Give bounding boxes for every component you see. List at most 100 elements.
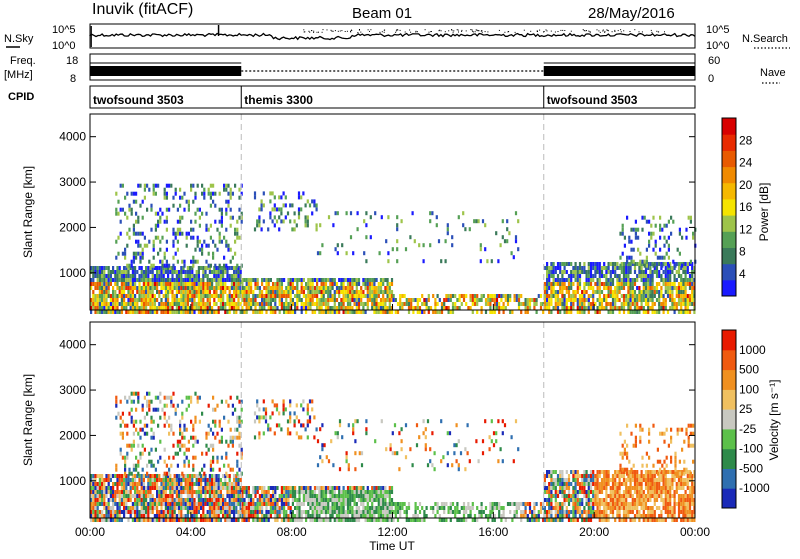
velocity-cell xyxy=(209,510,211,514)
velocity-cell xyxy=(145,510,147,514)
velocity-cell xyxy=(599,498,601,502)
velocity-cell xyxy=(608,494,610,498)
power-cell xyxy=(280,211,282,215)
power-cell xyxy=(105,278,107,282)
power-cell xyxy=(132,274,134,278)
velocity-cell xyxy=(561,482,563,486)
velocity-cell xyxy=(564,510,566,514)
power-cell xyxy=(190,260,192,264)
power-cell xyxy=(248,278,250,282)
velocity-cell xyxy=(638,514,640,518)
velocity-cell xyxy=(349,498,351,502)
power-cell xyxy=(395,310,397,314)
power-cell xyxy=(321,298,323,302)
nsearch-point xyxy=(590,32,591,33)
velocity-cell xyxy=(226,518,228,522)
velocity-cell xyxy=(583,490,585,494)
velocity-cell xyxy=(301,514,303,518)
velocity-cell xyxy=(544,518,546,522)
power-cell xyxy=(622,228,624,232)
power-cell xyxy=(548,282,550,286)
velocity-cell xyxy=(132,478,134,482)
nsearch-point xyxy=(603,30,604,31)
velocity-cell xyxy=(599,502,601,506)
velocity-cell xyxy=(623,498,625,502)
power-cell xyxy=(103,290,105,294)
power-cell xyxy=(279,290,281,294)
power-cell xyxy=(285,298,287,302)
cpid-segment-label: twofsound 3503 xyxy=(547,93,638,107)
velocity-cell xyxy=(592,470,594,474)
velocity-cell xyxy=(550,498,552,502)
nsearch-tick-top: 10^5 xyxy=(706,24,730,36)
power-cell xyxy=(514,294,516,298)
velocity-cell xyxy=(174,474,176,478)
power-cell xyxy=(354,302,356,306)
power-cell xyxy=(268,278,270,282)
power-cell xyxy=(619,310,621,314)
power-cell xyxy=(263,298,265,302)
velocity-cell xyxy=(654,502,656,506)
power-cell xyxy=(133,200,135,204)
velocity-cell xyxy=(349,506,351,510)
power-cell xyxy=(208,244,210,248)
velocity-cell xyxy=(226,482,228,486)
power-cell xyxy=(200,306,202,310)
power-cell xyxy=(605,294,607,298)
velocity-cell xyxy=(226,486,228,490)
power-cell xyxy=(559,310,561,314)
power-cell xyxy=(586,274,588,278)
power-cell xyxy=(656,262,658,266)
velocity-cell xyxy=(395,502,397,506)
velocity-cell xyxy=(254,502,256,506)
power-cell xyxy=(316,302,318,306)
nsearch-point xyxy=(410,32,411,33)
velocity-cell xyxy=(211,498,213,502)
velocity-cell xyxy=(612,478,614,482)
power-cell xyxy=(553,294,555,298)
power-cell xyxy=(252,278,254,282)
velocity-cell xyxy=(152,482,154,486)
velocity-cell xyxy=(226,494,228,498)
power-cell xyxy=(237,298,239,302)
velocity-cell xyxy=(616,490,618,494)
power-cell xyxy=(527,298,529,302)
power-cell xyxy=(538,294,540,298)
power-cell xyxy=(325,282,327,286)
power-cell xyxy=(307,278,309,282)
power-cell xyxy=(371,306,373,310)
velocity-cell xyxy=(169,478,171,482)
power-cell xyxy=(321,286,323,290)
power-cell xyxy=(309,278,311,282)
power-cell xyxy=(99,274,101,278)
power-cell xyxy=(623,270,625,274)
velocity-cell xyxy=(496,502,498,506)
velocity-cell xyxy=(237,510,239,514)
velocity-cell xyxy=(119,510,121,514)
power-cell xyxy=(142,256,144,260)
power-cell xyxy=(641,274,643,278)
power-ylabel: Slant Range [km] xyxy=(21,166,35,258)
velocity-cell xyxy=(343,510,345,514)
power-cell xyxy=(280,219,282,223)
velocity-cell xyxy=(296,498,298,502)
power-cell xyxy=(336,286,338,290)
nsearch-point xyxy=(311,30,312,31)
power-cell xyxy=(581,306,583,310)
velocity-cell xyxy=(274,490,276,494)
velocity-cell xyxy=(152,510,154,514)
power-cell xyxy=(440,259,442,263)
power-cell xyxy=(187,290,189,294)
velocity-cell xyxy=(171,510,173,514)
velocity-cell xyxy=(211,510,213,514)
power-cell xyxy=(597,270,599,274)
power-cell xyxy=(227,200,229,204)
power-cell xyxy=(281,278,283,282)
nsearch-point xyxy=(472,31,473,32)
velocity-cell xyxy=(654,490,656,494)
velocity-cell xyxy=(465,518,467,522)
power-cell xyxy=(577,306,579,310)
power-cell xyxy=(254,195,256,199)
velocity-cell xyxy=(373,514,375,518)
velocity-cell xyxy=(412,518,414,522)
